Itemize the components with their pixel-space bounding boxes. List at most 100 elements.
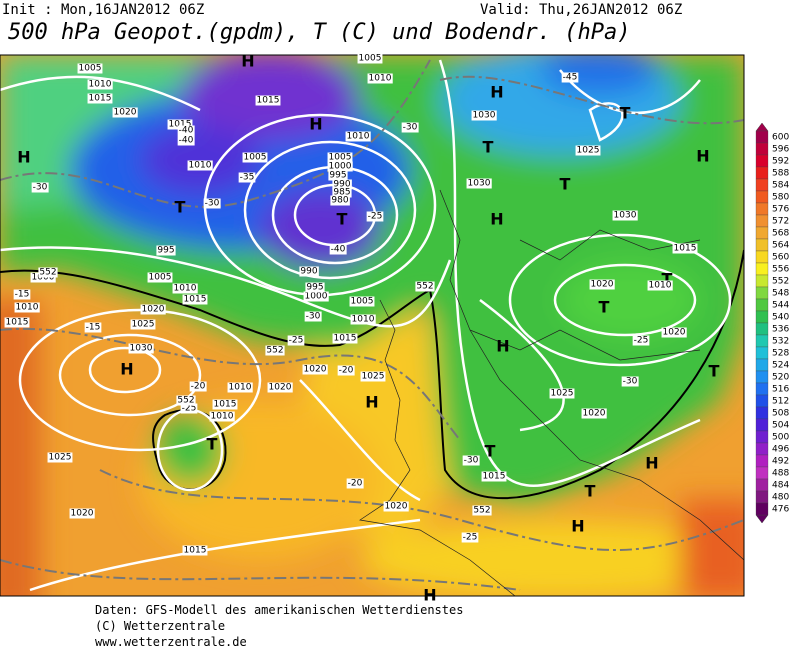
colorbar-label: 544 bbox=[772, 301, 789, 311]
label-background bbox=[357, 53, 383, 64]
footer-line: www.wetterzentrale.de bbox=[95, 635, 247, 648]
contour-label: 990 bbox=[332, 179, 352, 190]
contour-label: 1020 bbox=[589, 279, 615, 290]
label-background bbox=[209, 411, 235, 422]
colorbar-segment bbox=[755, 334, 769, 348]
contour-label: 1030 bbox=[612, 210, 638, 221]
label-background bbox=[242, 152, 268, 163]
contour-label: 1015 bbox=[481, 471, 507, 482]
colorbar-label: 536 bbox=[772, 325, 789, 335]
label-background bbox=[47, 452, 73, 463]
label-background bbox=[349, 296, 375, 307]
contour-label: 1015 bbox=[332, 333, 358, 344]
contour-label-text: 1010 bbox=[174, 284, 197, 294]
contour-label-text: 1025 bbox=[49, 453, 72, 463]
label-background bbox=[130, 319, 156, 330]
label-background bbox=[177, 125, 195, 136]
label-background bbox=[77, 63, 103, 74]
contour-label: -40 bbox=[177, 125, 195, 136]
colorbar-segment bbox=[755, 190, 769, 204]
colorbar-segment bbox=[755, 490, 769, 504]
contour-label-text: -40 bbox=[331, 245, 346, 255]
label-background bbox=[265, 345, 285, 356]
colorbar-label: 520 bbox=[772, 373, 789, 383]
colorbar-label: 592 bbox=[772, 157, 789, 167]
contour-label-text: 1020 bbox=[583, 409, 606, 419]
contour-label: 1020 bbox=[112, 107, 138, 118]
colorbar-tip bbox=[755, 122, 769, 132]
contour-label-text: 552 bbox=[39, 268, 56, 278]
contour-label-text: -30 bbox=[403, 123, 418, 133]
contour-label: -25 bbox=[632, 335, 650, 346]
colorbar-label: 516 bbox=[772, 385, 789, 395]
label-background bbox=[471, 110, 497, 121]
label-background bbox=[330, 195, 350, 206]
contour-label-text: 995 bbox=[329, 171, 346, 181]
contour-label-text: 1020 bbox=[591, 280, 614, 290]
contour-label: 552 bbox=[265, 345, 285, 356]
contour-label: 1025 bbox=[549, 388, 575, 399]
colorbar-segment bbox=[755, 418, 769, 432]
contour-label-text: -35 bbox=[240, 173, 255, 183]
label-background bbox=[4, 317, 30, 328]
contour-label-text: 1015 bbox=[184, 546, 207, 556]
label-background bbox=[84, 322, 102, 333]
low-marker: T bbox=[585, 482, 596, 501]
colorbar-segment bbox=[755, 130, 769, 144]
low-marker: T bbox=[709, 362, 720, 381]
label-background bbox=[176, 395, 196, 406]
contour-label-text: 552 bbox=[266, 346, 283, 356]
low-marker: T bbox=[485, 442, 496, 461]
contour-label: 1005 bbox=[77, 63, 103, 74]
contour-label-text: 1015 bbox=[169, 120, 192, 130]
label-background bbox=[366, 211, 384, 222]
label-background bbox=[360, 371, 386, 382]
label-background bbox=[203, 198, 221, 209]
low-marker: T bbox=[620, 104, 631, 123]
label-background bbox=[238, 172, 256, 183]
colorbar-label: 564 bbox=[772, 241, 789, 251]
colorbar-segment bbox=[755, 394, 769, 408]
colorbar-tip bbox=[755, 514, 769, 524]
map-field bbox=[0, 55, 744, 596]
contour-label: 1020 bbox=[69, 508, 95, 519]
contour-label-text: 995 bbox=[306, 283, 323, 293]
contour-label: 1030 bbox=[471, 110, 497, 121]
contour-label: -30 bbox=[462, 455, 480, 466]
contour-label: -35 bbox=[238, 172, 256, 183]
label-background bbox=[31, 182, 49, 193]
contour-label: -40 bbox=[177, 135, 195, 146]
contour-label: -30 bbox=[304, 311, 322, 322]
label-background bbox=[462, 455, 480, 466]
label-background bbox=[632, 335, 650, 346]
contour-label: 1000 bbox=[327, 161, 353, 172]
contour-label-text: -20 bbox=[348, 479, 363, 489]
contour-label: 1010 bbox=[172, 283, 198, 294]
contour-label-text: 1010 bbox=[347, 132, 370, 142]
colorbar-segment bbox=[755, 370, 769, 384]
high-marker: H bbox=[696, 147, 709, 166]
colorbar-label: 580 bbox=[772, 193, 789, 203]
contour-label: 995 bbox=[156, 245, 176, 256]
label-background bbox=[350, 314, 376, 325]
contour-label: 1010 bbox=[647, 280, 673, 291]
label-background bbox=[327, 152, 353, 163]
label-background bbox=[621, 376, 639, 387]
colorbar-label: 584 bbox=[772, 181, 789, 191]
colorbar-segment bbox=[755, 202, 769, 216]
label-background bbox=[255, 95, 281, 106]
contour-label-text: 1010 bbox=[89, 80, 112, 90]
label-background bbox=[303, 291, 329, 302]
footer-line: Daten: GFS-Modell des amerikanischen Wet… bbox=[95, 603, 463, 617]
label-background bbox=[87, 79, 113, 90]
contour-label-text: 1005 bbox=[79, 64, 102, 74]
low-marker: T bbox=[662, 270, 673, 289]
contour-label: 1020 bbox=[661, 327, 687, 338]
contour-label: 552 bbox=[176, 395, 196, 406]
colorbar-segment bbox=[755, 298, 769, 312]
contour-label-text: -40 bbox=[179, 126, 194, 136]
label-background bbox=[332, 179, 352, 190]
contour-label: -25 bbox=[366, 211, 384, 222]
contour-label-text: 1015 bbox=[184, 295, 207, 305]
